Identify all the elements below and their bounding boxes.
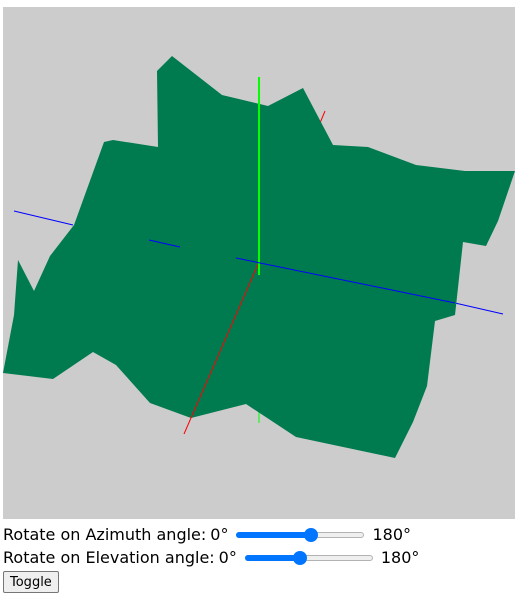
z-axis-short-segment xyxy=(148,239,181,248)
toggle-button[interactable]: Toggle xyxy=(3,571,59,593)
azimuth-max: 180° xyxy=(372,525,412,544)
elevation-slider-thumb[interactable] xyxy=(292,550,307,565)
controls-panel: Rotate on Azimuth angle: 0° 180° Rotate … xyxy=(3,523,515,593)
azimuth-slider[interactable] xyxy=(236,527,365,543)
elevation-slider[interactable] xyxy=(244,550,373,566)
elevation-control: Rotate on Elevation angle: 0° 180° xyxy=(3,546,515,569)
azimuth-slider-fill xyxy=(236,531,311,538)
azimuth-slider-thumb[interactable] xyxy=(303,527,318,542)
elevation-value: 0° xyxy=(218,548,237,567)
3d-viewport[interactable] xyxy=(3,7,515,519)
z-axis-line xyxy=(235,257,456,304)
azimuth-label: Rotate on Azimuth angle: xyxy=(3,525,207,544)
azimuth-value: 0° xyxy=(210,525,229,544)
x-axis-line xyxy=(183,261,260,435)
elevation-max: 180° xyxy=(380,548,420,567)
elevation-label: Rotate on Elevation angle: xyxy=(3,548,215,567)
elevation-slider-fill xyxy=(244,554,300,561)
z-axis-back-segment xyxy=(13,210,74,226)
x-axis-back-segment xyxy=(319,110,326,124)
z-axis-front-segment xyxy=(454,302,504,315)
azimuth-control: Rotate on Azimuth angle: 0° 180° xyxy=(3,523,515,546)
scene-canvas[interactable] xyxy=(3,7,515,519)
